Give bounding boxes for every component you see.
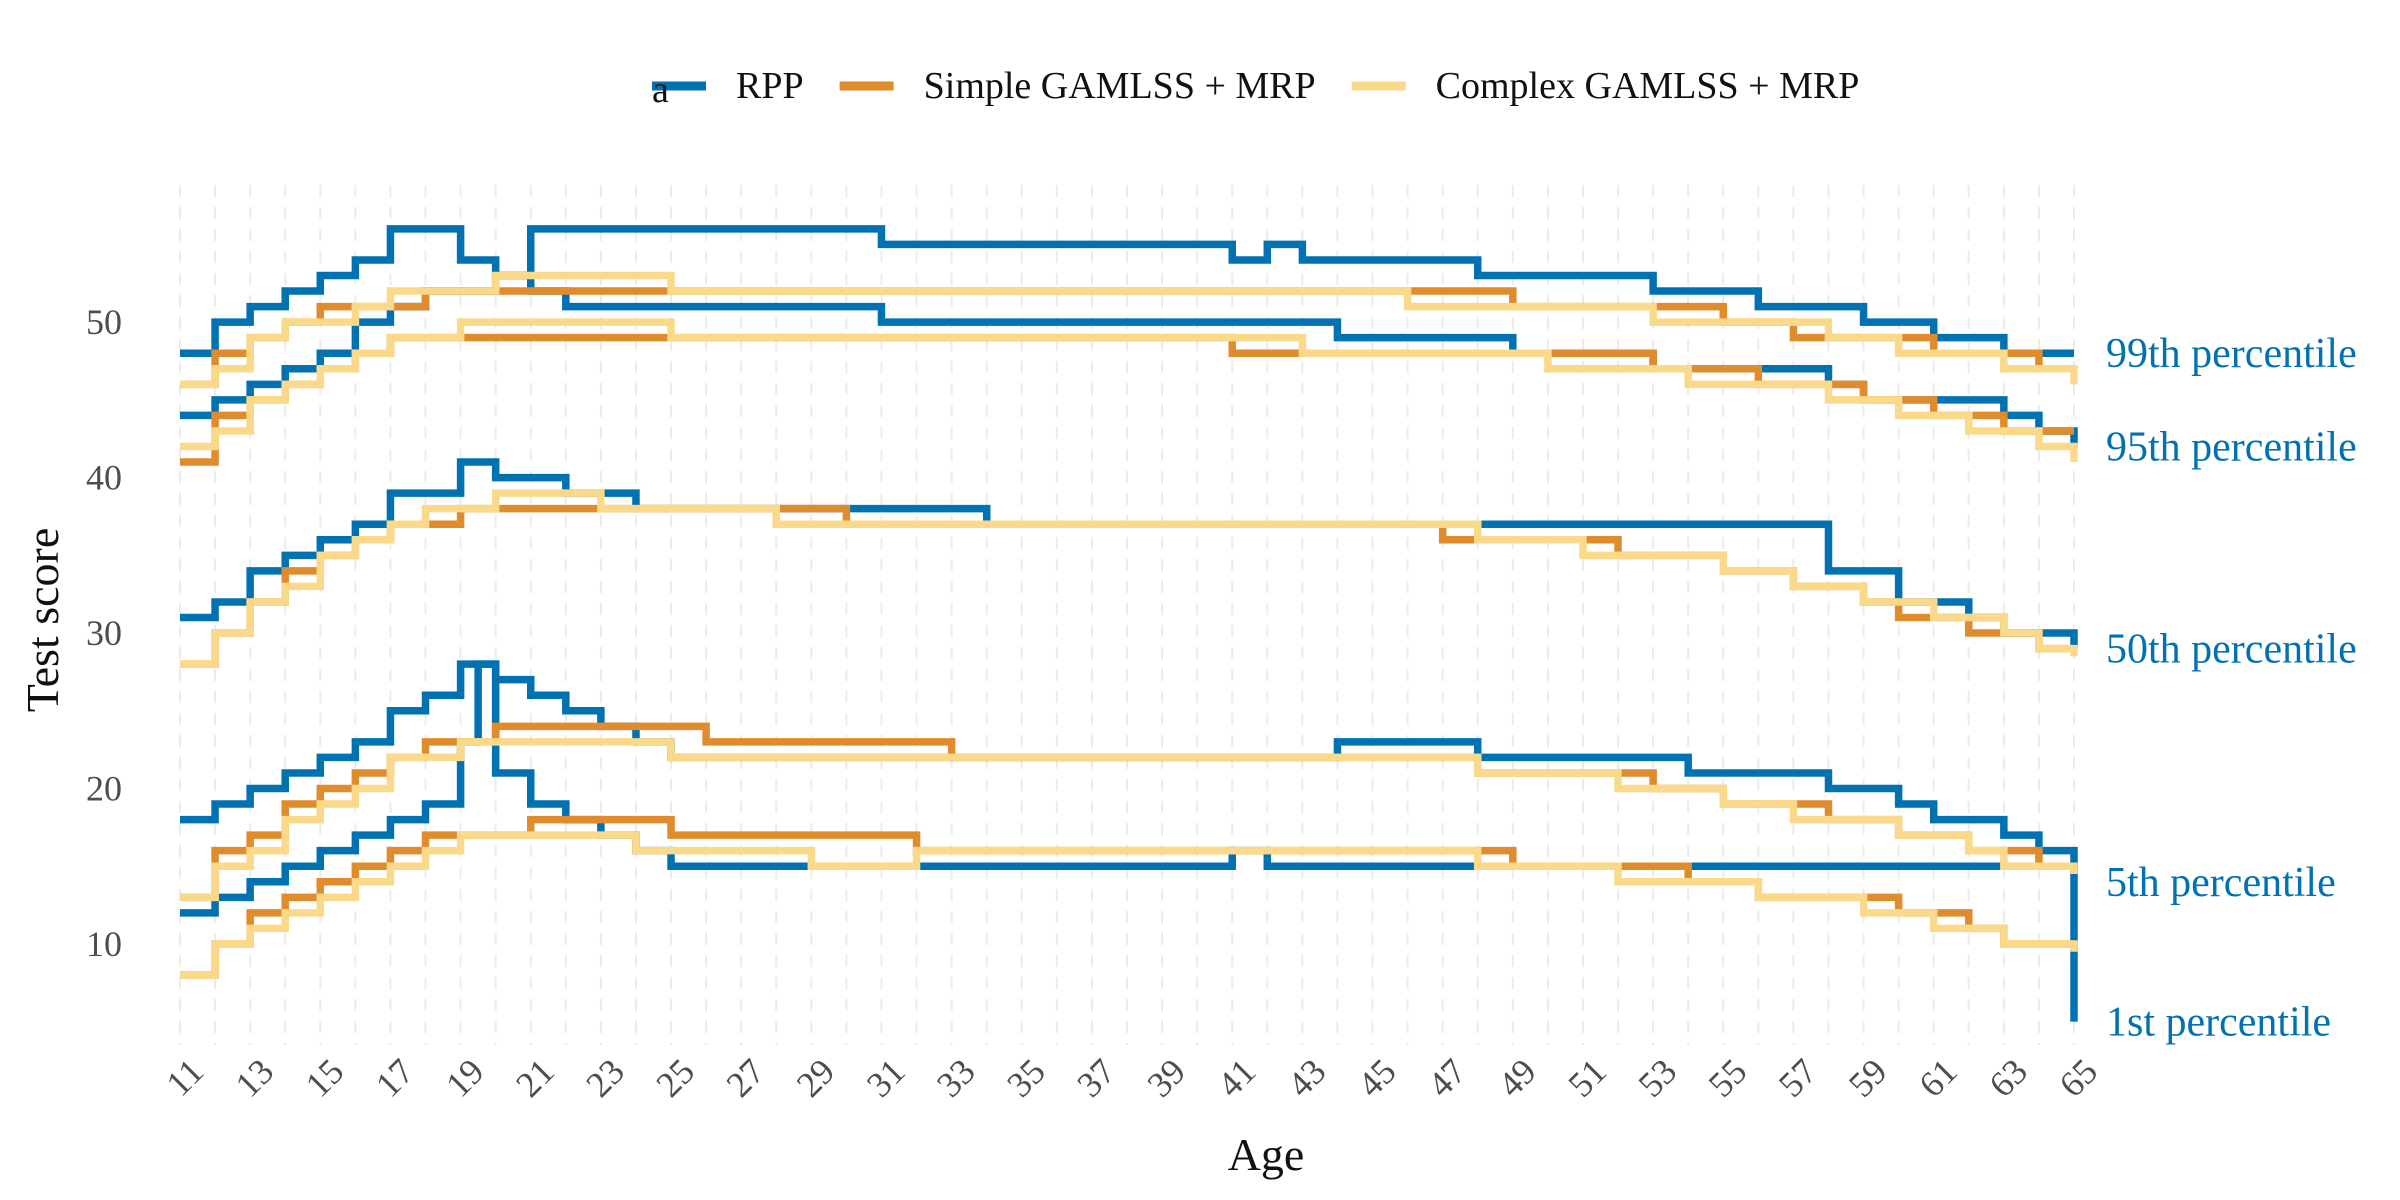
percentile-label-50th: 50th percentile [2106, 627, 2357, 673]
x-tick-label: 15 [298, 1051, 352, 1105]
series-complex-gamlss-mrp [180, 271, 2078, 979]
x-tick-label: 23 [578, 1051, 632, 1105]
y-tick-label: 20 [86, 769, 122, 809]
legend-item-simple-gamlss-mrp: Simple GAMLSS + MRP [839, 65, 1316, 107]
legend-item-rpp: a RPP [652, 65, 804, 111]
x-tick-label: 21 [508, 1051, 562, 1105]
step-line-5th-percentile [180, 660, 2078, 867]
y-tick-label: 40 [86, 458, 122, 498]
x-tick-label: 43 [1280, 1051, 1334, 1105]
legend-glyph-a: a [652, 69, 669, 111]
axis-layer: 10 20 30 40 50 11 13 15 17 19 21 23 25 27 29 31 33 35 37 39… [86, 302, 2105, 1105]
x-tick-label: 45 [1350, 1051, 1404, 1105]
x-tick-label: 57 [1771, 1051, 1825, 1105]
x-tick-label: 11 [158, 1051, 211, 1104]
x-tick-label: 53 [1630, 1051, 1684, 1105]
legend-label: RPP [736, 65, 804, 107]
legend: a RPP Simple GAMLSS + MRP Complex GAMLSS + … [652, 65, 1859, 111]
y-axis-title: Test score [17, 528, 68, 713]
percentile-label-layer: 99th percentile 95th percentile 50th perce… [2106, 331, 2357, 1045]
percentile-label-95th: 95th percentile [2106, 425, 2357, 471]
x-tick-label: 55 [1701, 1051, 1755, 1105]
x-tick-label: 35 [999, 1051, 1053, 1105]
step-line-95th-percentile [180, 318, 2078, 463]
percentile-label-1st: 1st percentile [2106, 1000, 2331, 1046]
x-tick-label: 47 [1420, 1051, 1474, 1105]
x-tick-label: 31 [859, 1051, 913, 1105]
series-layer [180, 225, 2078, 1022]
x-tick-label: 29 [789, 1051, 843, 1105]
step-line-95th-percentile [180, 333, 2074, 466]
step-line-50th-percentile [180, 489, 2078, 668]
percentile-label-99th: 99th percentile [2106, 331, 2357, 377]
x-tick-label: 37 [1069, 1051, 1123, 1105]
x-tick-label: 51 [1560, 1051, 1614, 1105]
x-tick-label: 27 [719, 1051, 773, 1105]
x-tick-label: 41 [1210, 1051, 1264, 1105]
grid-layer [179, 185, 2075, 1045]
step-line-50th-percentile [180, 458, 2078, 649]
step-line-5th-percentile [180, 738, 2078, 902]
x-tick-label: 13 [228, 1051, 282, 1105]
x-tick-label: 39 [1139, 1051, 1193, 1105]
legend-item-complex-gamlss-mrp: Complex GAMLSS + MRP [1351, 65, 1860, 107]
step-line-99th-percentile [180, 225, 2074, 357]
legend-label: Simple GAMLSS + MRP [924, 65, 1316, 107]
x-tick-label: 59 [1841, 1051, 1895, 1105]
percentile-label-5th: 5th percentile [2106, 860, 2336, 906]
x-tick-label: 49 [1490, 1051, 1544, 1105]
x-tick-label: 17 [368, 1051, 422, 1105]
x-tick-label: 61 [1911, 1051, 1965, 1105]
y-tick-label: 10 [86, 924, 122, 964]
x-tick-label: 25 [648, 1051, 702, 1105]
x-tick-label: 63 [1981, 1051, 2035, 1105]
x-axis-title: Age [1228, 1129, 1305, 1180]
y-tick-label: 30 [86, 613, 122, 653]
step-line-99th-percentile [180, 271, 2078, 389]
x-tick-label: 65 [2051, 1051, 2105, 1105]
x-tick-label: 33 [929, 1051, 983, 1105]
legend-label: Complex GAMLSS + MRP [1436, 65, 1860, 107]
x-tick-label: 19 [438, 1051, 492, 1105]
step-line-1st-percentile [180, 831, 2078, 979]
y-tick-label: 50 [86, 302, 122, 342]
